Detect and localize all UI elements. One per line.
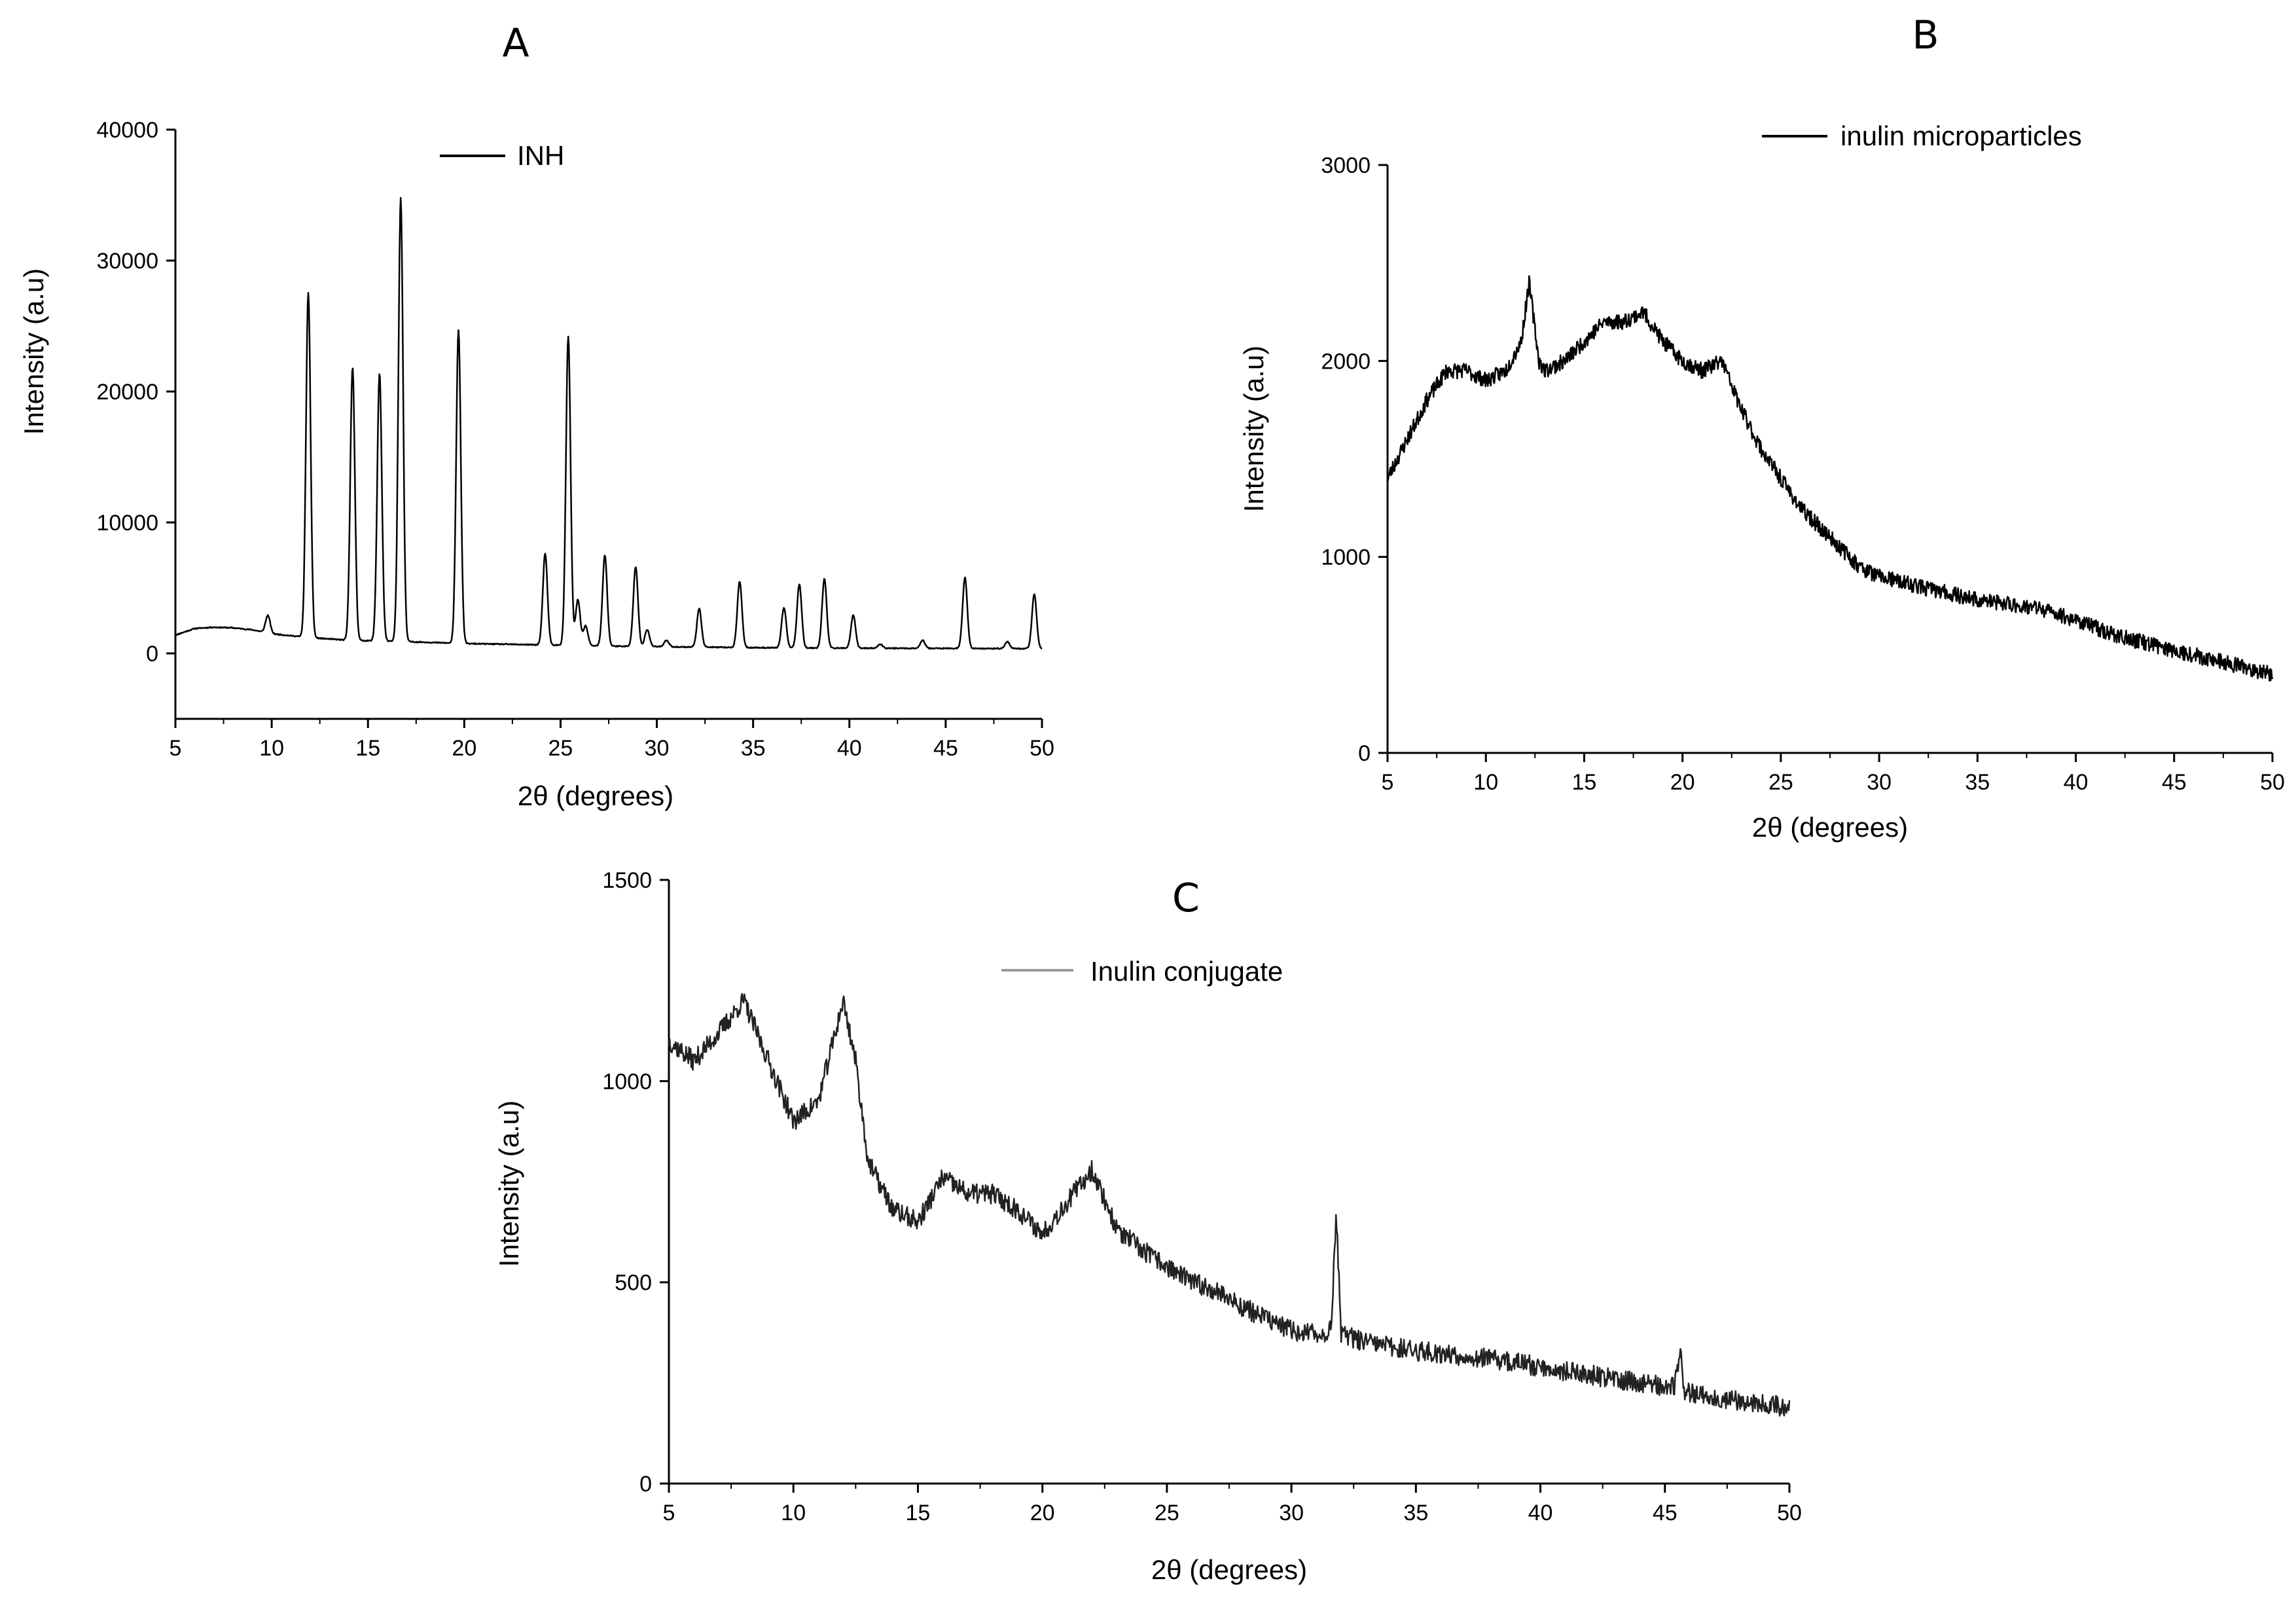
y-tick-label: 20000: [96, 380, 158, 405]
panel-b-series: [1386, 275, 2274, 682]
x-tick-label: 45: [2162, 770, 2187, 795]
panel-b-ticks: 5 10 15 20 25 30 35 40 45 50 0 1000 2000 3000: [1321, 153, 2285, 795]
panel-b-series-line: [1386, 275, 2274, 682]
panel-b-letter: B: [1912, 12, 1939, 58]
y-tick-label: 40000: [96, 118, 158, 143]
y-tick-label: 1500: [602, 868, 652, 893]
x-tick-label: 5: [170, 736, 182, 761]
panel-c-xlabel: 2θ (degrees): [1151, 1554, 1307, 1585]
panel-b-legend-label: inulin microparticles: [1840, 120, 2082, 151]
x-tick-label: 40: [1528, 1501, 1553, 1525]
panel-a-legend: INH: [440, 140, 564, 171]
x-tick-label: 15: [355, 736, 380, 761]
panel-c-legend: Inulin conjugate: [1001, 956, 1283, 987]
panel-c-series-line: [668, 993, 1791, 1417]
y-tick-label: 30000: [96, 249, 158, 274]
panel-a-ylabel: Intensity (a.u): [18, 268, 49, 435]
x-tick-label: 35: [1403, 1501, 1428, 1525]
y-tick-label: 3000: [1321, 153, 1371, 178]
x-tick-label: 25: [1155, 1501, 1179, 1525]
x-tick-label: 5: [1382, 770, 1394, 795]
y-tick-label: 0: [639, 1472, 652, 1497]
x-tick-label: 15: [906, 1501, 931, 1525]
y-tick-label: 0: [1358, 741, 1371, 766]
x-tick-label: 30: [645, 736, 670, 761]
x-tick-label: 20: [1030, 1501, 1055, 1525]
panel-a-ticks: 5 10 15 20 25 30 35 40 45 50 0 10000 20000 30000 40000: [96, 118, 1054, 761]
x-tick-label: 20: [452, 736, 476, 761]
y-tick-label: 1000: [602, 1069, 652, 1094]
x-tick-label: 35: [1965, 770, 1990, 795]
x-tick-label: 50: [2260, 770, 2285, 795]
x-tick-label: 50: [1777, 1501, 1802, 1525]
x-tick-label: 50: [1030, 736, 1054, 761]
x-tick-label: 35: [741, 736, 766, 761]
panel-c-ylabel: Intensity (a.u): [493, 1101, 524, 1267]
x-tick-label: 45: [1653, 1501, 1677, 1525]
panel-b: B 5 10 15 20 25 30 35 40 45 50 0 1000 2000 3000 inuli…: [1238, 12, 2285, 843]
x-tick-label: 30: [1279, 1501, 1304, 1525]
x-tick-label: 10: [781, 1501, 806, 1525]
panel-a-letter: A: [502, 20, 529, 66]
panel-a-legend-label: INH: [517, 140, 564, 171]
x-tick-label: 40: [837, 736, 862, 761]
panel-a-xlabel: 2θ (degrees): [518, 780, 673, 811]
panel-b-ylabel: Intensity (a.u): [1238, 346, 1269, 512]
panel-c-letter: C: [1172, 875, 1200, 921]
panel-a: A 5 10 15 20 25 30 35 40 45 50 0 10000 20000 30000 400…: [18, 20, 1054, 811]
x-tick-label: 10: [259, 736, 284, 761]
panel-c-legend-label: Inulin conjugate: [1090, 956, 1283, 987]
x-tick-label: 45: [933, 736, 958, 761]
panel-c-series: [668, 993, 1791, 1417]
x-tick-label: 40: [2064, 770, 2089, 795]
y-tick-label: 2000: [1321, 349, 1371, 374]
x-tick-label: 25: [1768, 770, 1793, 795]
x-tick-label: 10: [1473, 770, 1498, 795]
panel-b-xlabel: 2θ (degrees): [1752, 812, 1908, 843]
x-tick-label: 15: [1572, 770, 1597, 795]
y-tick-label: 10000: [96, 511, 158, 536]
x-tick-label: 30: [1867, 770, 1892, 795]
x-tick-label: 20: [1670, 770, 1695, 795]
panel-a-series-line: [175, 196, 1043, 650]
x-tick-label: 5: [663, 1501, 675, 1525]
panel-b-legend: inulin microparticles: [1762, 120, 2082, 151]
y-tick-label: 1000: [1321, 545, 1371, 570]
y-tick-label: 0: [146, 642, 158, 666]
x-tick-label: 25: [548, 736, 573, 761]
panel-a-series: [175, 196, 1043, 650]
y-tick-label: 500: [615, 1271, 652, 1296]
